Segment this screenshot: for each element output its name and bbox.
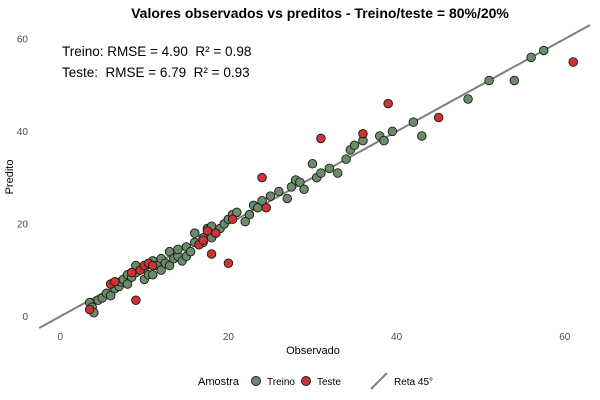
point-treino-74: [417, 131, 427, 141]
point-treino-27: [164, 260, 175, 271]
legend-label-treino: Treino: [267, 377, 295, 388]
point-treino-68: [349, 140, 360, 151]
point-teste-3: [126, 267, 137, 278]
legend-key-reta: [370, 372, 388, 390]
point-teste-11: [202, 226, 213, 236]
y-tick-label-40: 40: [17, 127, 29, 138]
x-tick-label-60: 60: [559, 332, 571, 343]
point-treino-60: [299, 184, 309, 194]
point-treino-71: [379, 135, 389, 146]
point-treino-34: [185, 246, 196, 257]
point-teste-4: [131, 295, 141, 305]
x-axis-ticks: 0 20 40 60: [57, 332, 570, 343]
point-treino-57: [286, 182, 297, 192]
annotation-train-metrics: Treino: RMSE = 4.90 R² = 0.98: [62, 44, 251, 59]
point-treino-77: [509, 75, 520, 86]
point-treino-55: [274, 186, 284, 197]
point-teste-10: [198, 235, 208, 245]
legend-title: Amostra: [198, 376, 240, 388]
point-treino-73: [408, 117, 419, 127]
legend-label-reta: Reta 45°: [394, 377, 433, 388]
point-treino-66: [341, 154, 351, 164]
point-teste-13: [211, 228, 221, 238]
point-treino-49: [240, 216, 250, 227]
point-treino-75: [463, 94, 473, 104]
point-treino-53: [257, 196, 267, 206]
x-tick-label-20: 20: [223, 332, 235, 343]
y-tick-label-60: 60: [17, 34, 29, 45]
point-teste-17: [261, 202, 272, 213]
point-treino-63: [316, 168, 326, 178]
point-teste-22: [568, 57, 578, 67]
x-tick-label-40: 40: [391, 332, 403, 343]
legend: Amostra Treino Teste Reta 45°: [198, 372, 433, 390]
y-axis-label: Predito: [4, 160, 16, 195]
point-treino-23: [156, 265, 166, 275]
point-teste-16: [257, 172, 267, 183]
y-tick-label-0: 0: [22, 312, 28, 323]
legend-key-treino: [251, 376, 261, 386]
point-teste-21: [433, 112, 444, 123]
point-teste-2: [110, 276, 120, 287]
point-treino-72: [387, 126, 398, 137]
point-treino-21: [147, 270, 158, 280]
annotation-test-metrics: Teste: RMSE = 6.79 R² = 0.93: [62, 65, 250, 80]
point-teste-18: [316, 133, 326, 144]
point-treino-78: [526, 52, 536, 63]
x-axis-label: Observado: [286, 345, 340, 357]
point-treino-50: [244, 209, 255, 220]
point-teste-19: [358, 128, 368, 139]
x-tick-label-0: 0: [57, 332, 63, 343]
point-teste-0: [84, 304, 95, 315]
point-teste-20: [383, 98, 393, 109]
point-teste-15: [227, 214, 238, 225]
point-treino-59: [295, 177, 305, 188]
point-treino-6: [105, 290, 116, 301]
point-treino-65: [332, 168, 343, 178]
point-teste-14: [223, 258, 234, 268]
points-layer: [84, 45, 578, 318]
point-treino-61: [307, 159, 318, 169]
point-treino-11: [122, 279, 133, 289]
point-treino-54: [265, 191, 276, 201]
legend-label-teste: Teste: [317, 377, 341, 388]
legend-key-teste: [301, 376, 311, 386]
point-treino-56: [282, 193, 293, 204]
plot-area: [38, 24, 591, 329]
point-treino-64: [324, 163, 335, 174]
y-tick-label-20: 20: [17, 219, 29, 230]
point-teste-8: [147, 260, 158, 271]
point-treino-30: [173, 244, 183, 255]
chart-title: Valores observados vs preditos - Treino/…: [131, 5, 509, 21]
point-treino-76: [484, 75, 494, 86]
point-treino-79: [539, 45, 549, 56]
y-axis-ticks: 0 20 40 60: [17, 34, 29, 323]
point-treino-48: [232, 207, 242, 218]
point-treino-36: [190, 228, 200, 238]
point-teste-12: [206, 249, 217, 259]
